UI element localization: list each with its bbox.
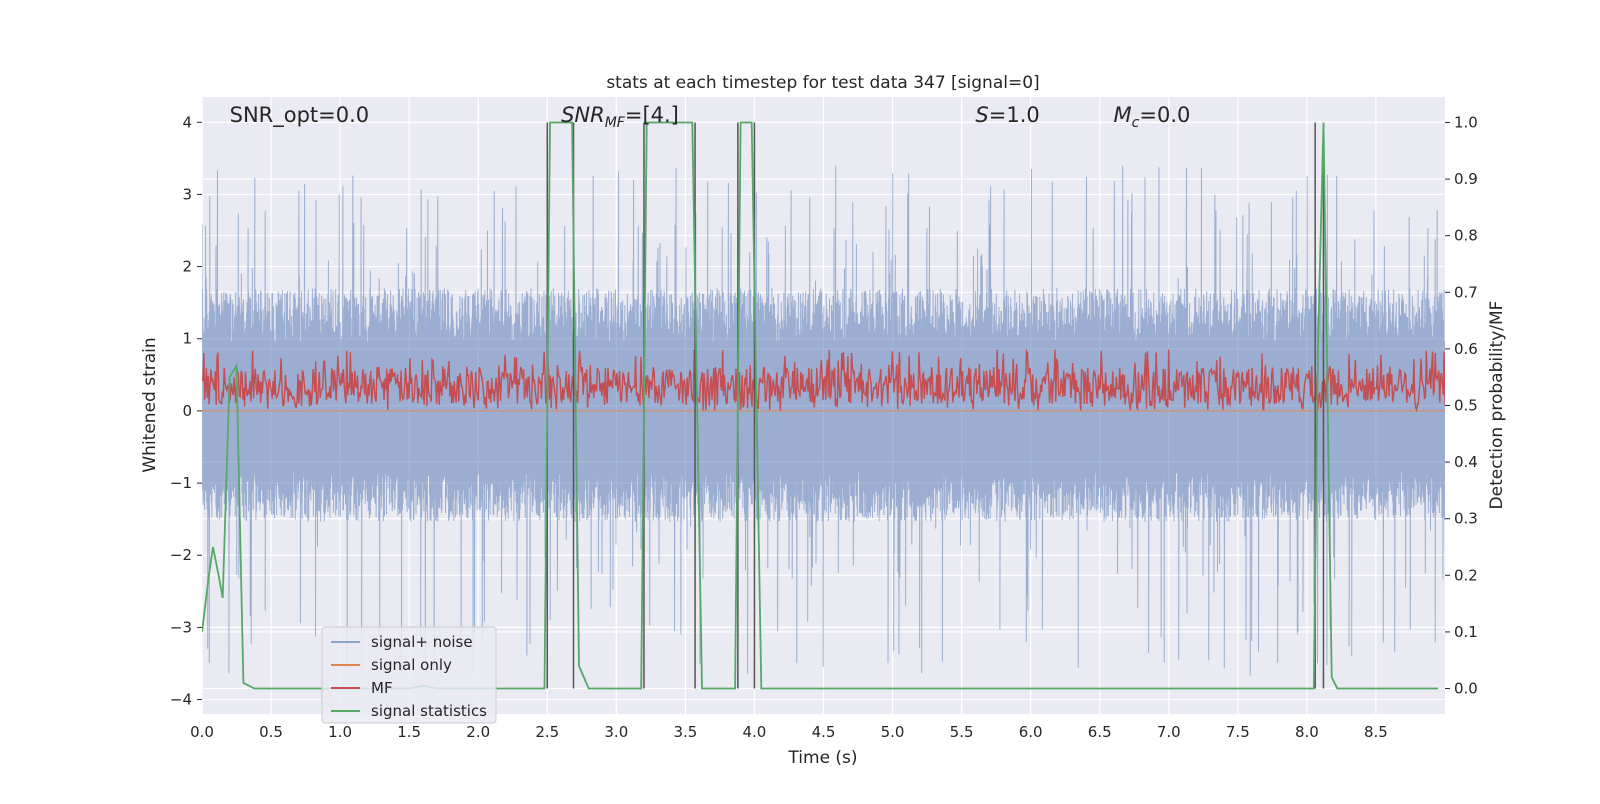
y-right-tick-label: 0.0 <box>1454 680 1478 698</box>
y-right-tick-label: 0.2 <box>1454 566 1478 584</box>
legend: signal+ noise signal only MF signal statist… <box>321 626 497 724</box>
legend-label: signal+ noise <box>371 633 473 651</box>
legend-box <box>321 626 497 724</box>
y-right-tick-label: 0.5 <box>1454 397 1478 415</box>
x-tick-label: 3.5 <box>673 723 697 741</box>
y-right-tick-labels: 0.0 0.1 0.2 0.3 0.4 0.5 0.6 0.7 0.8 0.9 1.0 <box>1445 113 1478 698</box>
y-left-tick-label: −3 <box>170 618 192 636</box>
y-right-tick-label: 0.4 <box>1454 453 1478 471</box>
x-tick-labels: 0.0 0.5 1.0 1.5 2.0 2.5 3.0 3.5 4.0 4.5 5.0 5.5 6.0 6… <box>190 723 1388 741</box>
annotation-text: SNR_opt=0.0 <box>230 103 370 128</box>
y-left-tick-labels: −4 −3 −2 −1 0 1 2 3 4 <box>170 113 202 709</box>
x-tick-label: 4.5 <box>812 723 836 741</box>
y-left-tick-label: 2 <box>182 258 192 276</box>
signal-statistics-trace <box>202 121 1439 690</box>
legend-label: MF <box>371 679 393 697</box>
x-tick-label: 1.0 <box>328 723 352 741</box>
x-tick-label: 6.5 <box>1088 723 1112 741</box>
x-tick-label: 8.0 <box>1295 723 1319 741</box>
signal-noise-trace <box>202 165 1445 676</box>
x-axis-label: Time (s) <box>787 748 857 768</box>
y-left-tick-label: −1 <box>170 474 192 492</box>
legend-label: signal statistics <box>371 702 487 720</box>
x-tick-label: 5.5 <box>950 723 974 741</box>
y-right-tick-label: 1.0 <box>1454 113 1478 131</box>
chart-title: stats at each timestep for test data 347… <box>606 73 1039 93</box>
x-tick-label: 3.0 <box>604 723 628 741</box>
x-tick-label: 2.5 <box>535 723 559 741</box>
traces <box>202 121 1445 690</box>
y-right-tick-label: 0.3 <box>1454 510 1478 528</box>
y-left-tick-label: 3 <box>182 185 192 203</box>
mf-trace <box>202 348 1445 413</box>
annotation-text: SNRMF=[4.] <box>561 103 679 131</box>
y-right-tick-label: 0.8 <box>1454 227 1478 245</box>
legend-label: signal only <box>371 656 452 674</box>
y-left-tick-label: 0 <box>182 402 192 420</box>
x-tick-label: 8.5 <box>1364 723 1388 741</box>
x-tick-label: 2.0 <box>466 723 490 741</box>
y-left-tick-label: −4 <box>170 691 192 709</box>
annotation-text: S=1.0 <box>975 103 1039 127</box>
y-right-tick-label: 0.9 <box>1454 170 1478 188</box>
annotations: SNR_opt=0.0 SNRMF=[4.] S=1.0 Mc=0.0 <box>230 103 1191 131</box>
y-right-tick-label: 0.1 <box>1454 623 1478 641</box>
y-axis-left-label: Whitened strain <box>140 337 160 472</box>
y-left-tick-label: −2 <box>170 546 192 564</box>
y-left-tick-label: 1 <box>182 330 192 348</box>
y-right-tick-label: 0.7 <box>1454 283 1478 301</box>
x-tick-label: 0.0 <box>190 723 214 741</box>
annotation-text: Mc=0.0 <box>1114 103 1191 131</box>
x-tick-label: 7.5 <box>1226 723 1250 741</box>
x-tick-label: 6.0 <box>1019 723 1043 741</box>
y-left-tick-label: 4 <box>182 113 192 131</box>
x-tick-label: 0.5 <box>259 723 283 741</box>
y-right-tick-label: 0.6 <box>1454 340 1478 358</box>
x-tick-label: 4.0 <box>743 723 767 741</box>
y-axis-right-label: Detection probability/MF <box>1487 301 1507 510</box>
x-tick-label: 7.0 <box>1157 723 1181 741</box>
x-tick-label: 1.5 <box>397 723 421 741</box>
x-tick-label: 5.0 <box>881 723 905 741</box>
